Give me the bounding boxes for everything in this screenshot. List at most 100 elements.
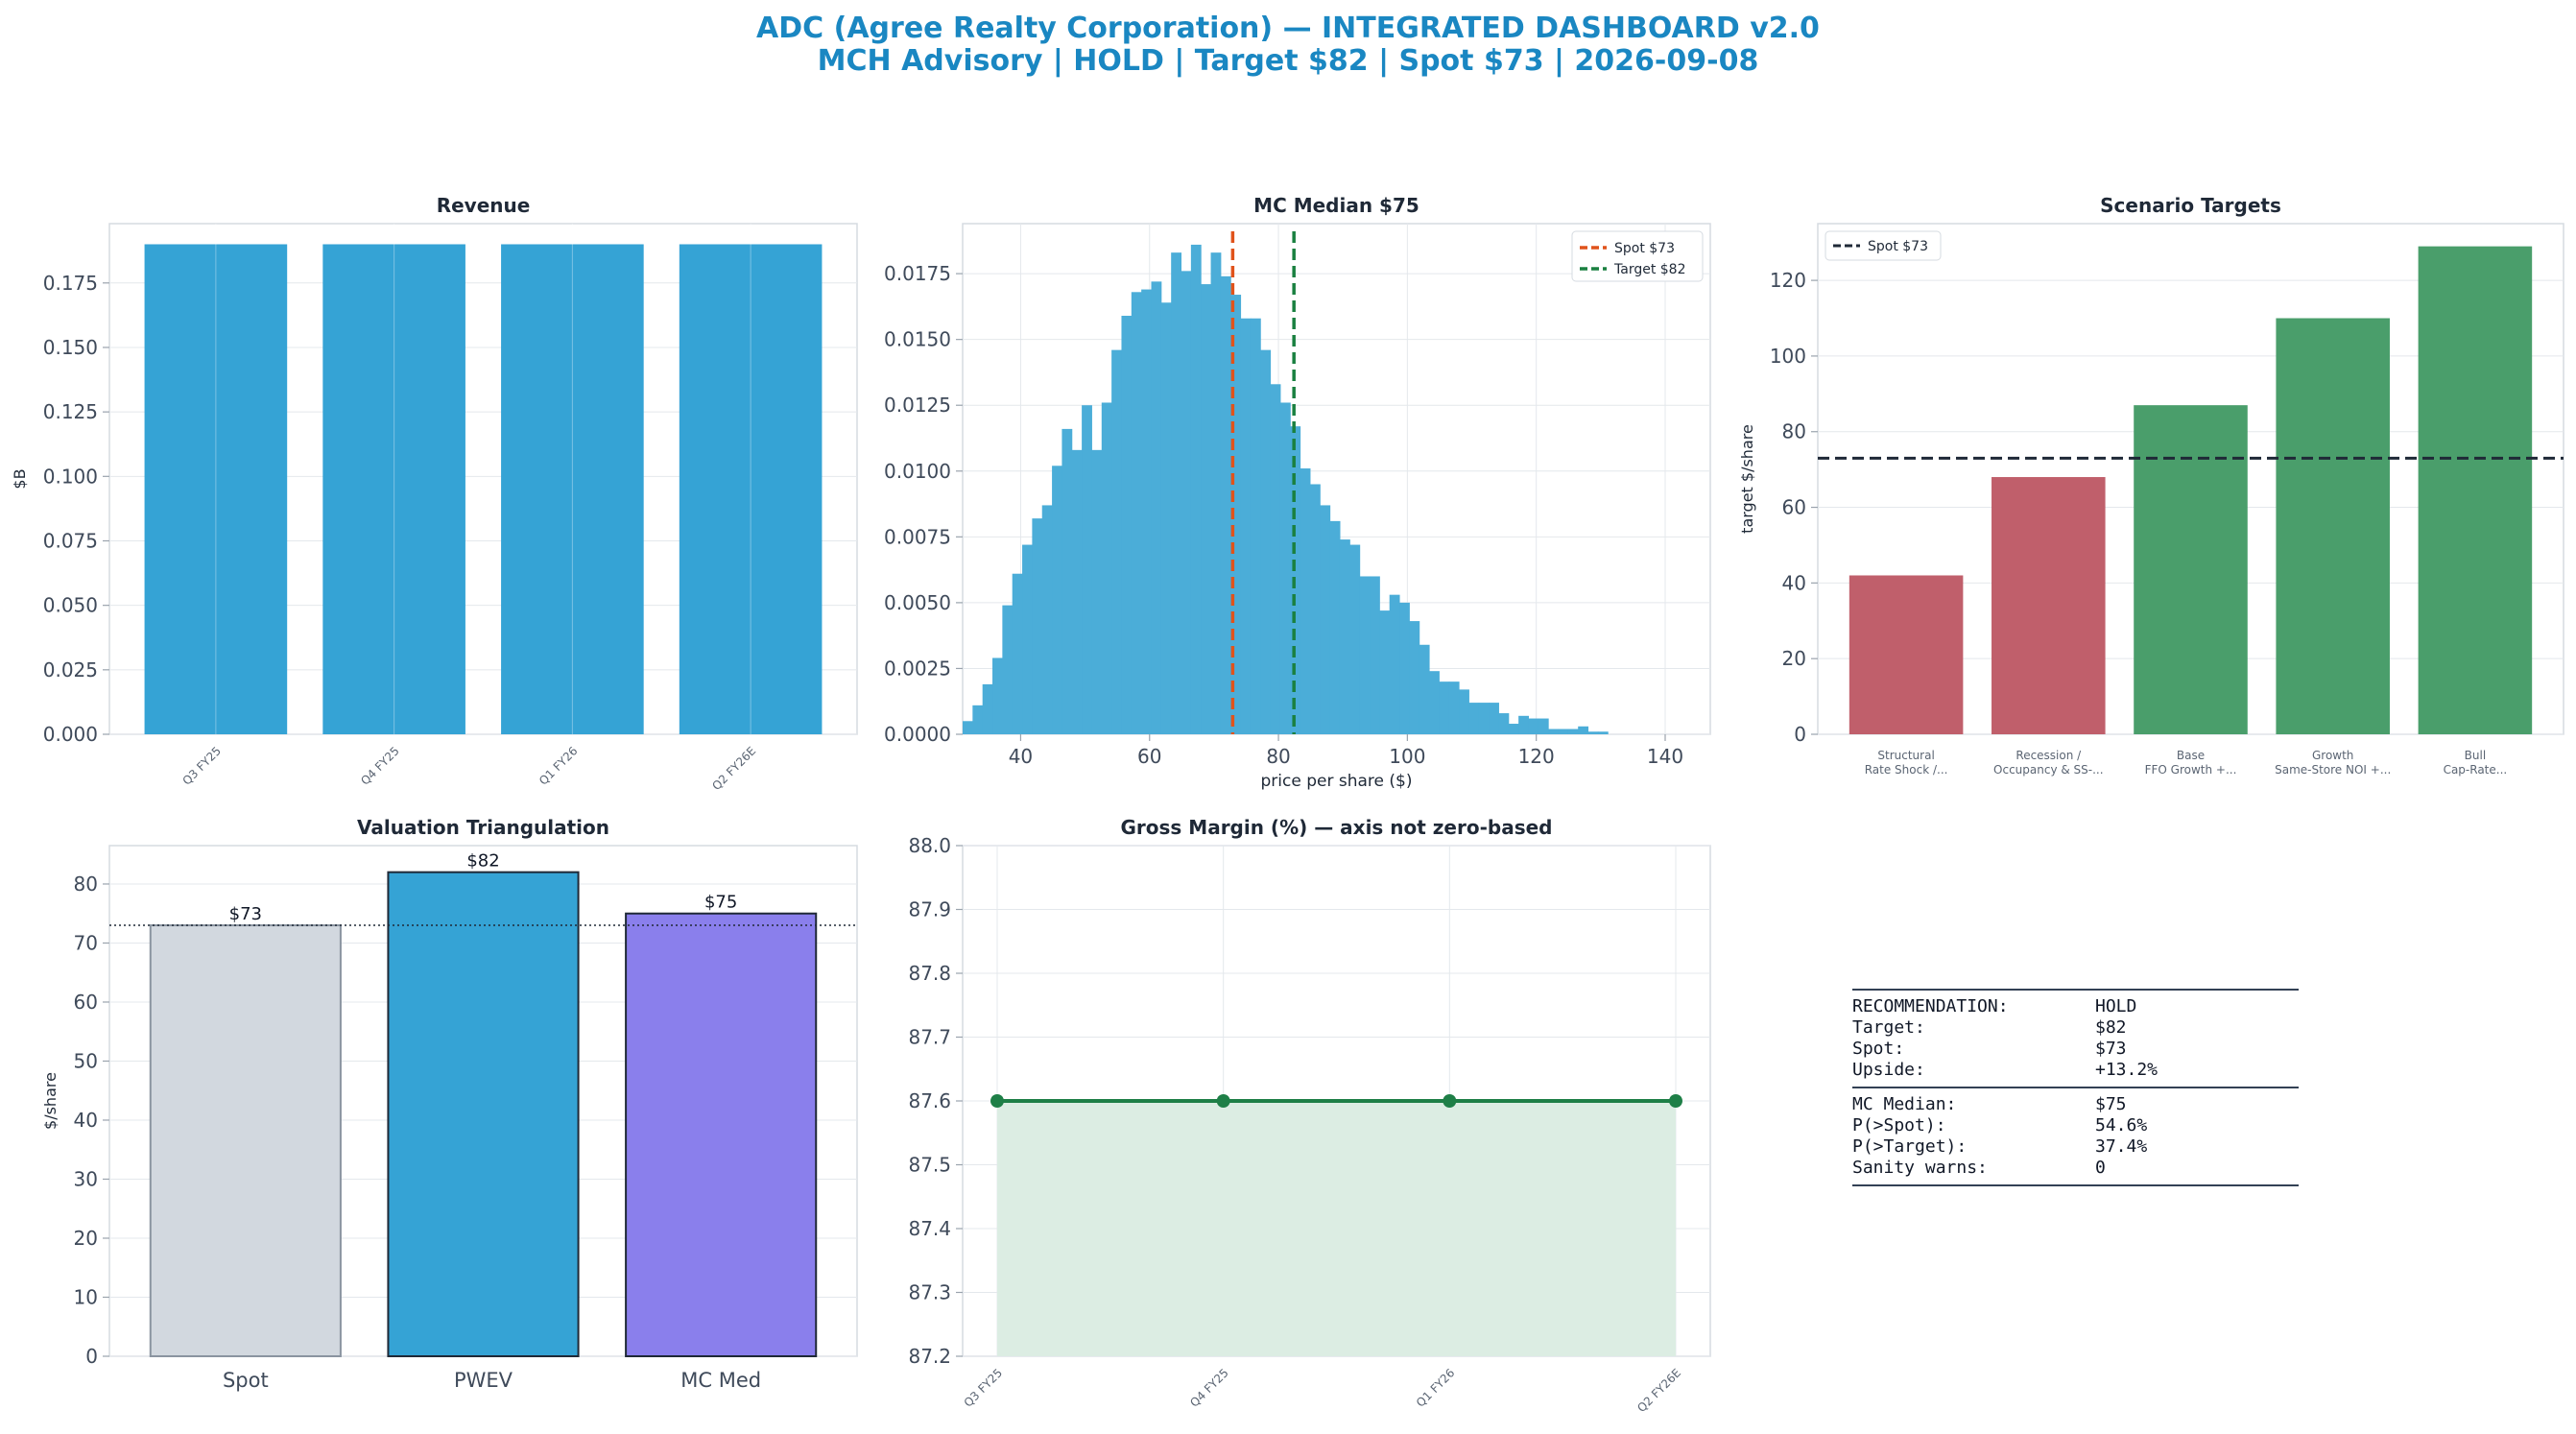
x-tick-label: Q2 FY26E bbox=[1634, 1366, 1683, 1415]
histogram-bin bbox=[1270, 384, 1281, 734]
y-tick-label: 0.050 bbox=[43, 594, 98, 617]
y-tick-label: 87.8 bbox=[908, 962, 951, 985]
y-tick-label: 87.6 bbox=[908, 1089, 951, 1112]
summary-row: Upside: +13.2% bbox=[1852, 1060, 2299, 1081]
dashboard-title: ADC (Agree Realty Corporation) — INTEGRA… bbox=[756, 12, 1820, 45]
scenario-bar bbox=[2418, 246, 2533, 734]
histogram-bin bbox=[1349, 544, 1361, 734]
margin-point bbox=[1216, 1094, 1230, 1108]
histogram-bin bbox=[1419, 644, 1430, 734]
histogram-bin bbox=[1379, 610, 1391, 734]
bar-data-label: $82 bbox=[466, 851, 499, 872]
margin-point bbox=[990, 1094, 1004, 1108]
x-tick-label: Q4 FY25 bbox=[1187, 1366, 1231, 1410]
scenario-bar bbox=[2134, 405, 2248, 734]
summary-rule-top bbox=[1852, 989, 2299, 991]
x-tick-label: Rate Shock /... bbox=[1865, 763, 1948, 777]
y-tick-label: 87.7 bbox=[908, 1026, 951, 1049]
summary-key: Target: bbox=[1852, 1017, 1925, 1038]
x-tick-label: 40 bbox=[1009, 745, 1033, 768]
bar-data-label: $73 bbox=[229, 904, 262, 924]
summary-value: HOLD bbox=[2095, 996, 2137, 1016]
x-tick-label: Growth bbox=[2312, 749, 2353, 762]
histogram-bin bbox=[1370, 576, 1380, 734]
histogram-bin bbox=[992, 657, 1003, 734]
summary-key: Upside: bbox=[1852, 1060, 1925, 1080]
x-tick-label: Base bbox=[2177, 749, 2205, 762]
y-tick-label: 0.175 bbox=[43, 272, 98, 295]
x-tick-label: Q2 FY26E bbox=[709, 744, 758, 793]
histogram-bin bbox=[1032, 518, 1043, 734]
valuation-bar bbox=[387, 871, 580, 1358]
histogram-bin bbox=[1061, 428, 1073, 734]
x-tick-label: Q1 FY26 bbox=[1414, 1366, 1458, 1410]
histogram-bin bbox=[1002, 605, 1014, 734]
x-tick-label: 80 bbox=[1266, 745, 1290, 768]
recommendation-summary: RECOMMENDATION: HOLD Target: $82 Spot: $73 … bbox=[1852, 989, 2299, 1186]
y-axis-label: $B bbox=[11, 468, 29, 489]
x-tick-label: Structural bbox=[1877, 749, 1934, 762]
histogram-bin bbox=[1309, 484, 1321, 734]
x-tick-label: 60 bbox=[1137, 745, 1161, 768]
histogram-bin bbox=[1409, 621, 1420, 734]
histogram-bin bbox=[1171, 252, 1182, 734]
dashboard-subtitle: MCH Advisory | HOLD | Target $82 | Spot … bbox=[817, 44, 1759, 78]
x-tick-label: Cap-Rate... bbox=[2444, 763, 2508, 777]
y-tick-label: 0.100 bbox=[43, 465, 98, 488]
histogram-bin bbox=[963, 721, 973, 734]
chart-title: Revenue bbox=[437, 194, 531, 217]
histogram-bin bbox=[1111, 349, 1122, 734]
summary-row: Spot: $73 bbox=[1852, 1039, 2299, 1060]
y-tick-label: 0 bbox=[1794, 723, 1806, 746]
histogram-bin bbox=[1528, 718, 1539, 734]
y-tick-label: 87.4 bbox=[908, 1217, 951, 1240]
revenue-bar bbox=[679, 244, 823, 735]
histogram-bin bbox=[1220, 275, 1231, 734]
histogram-bin bbox=[1181, 271, 1192, 734]
revenue-chart: Revenue 0.000 0.025 0.050 0.075 0.100 0.125 0.1… bbox=[11, 194, 858, 793]
y-tick-label: 60 bbox=[1782, 496, 1806, 519]
y-tick-label: 0.000 bbox=[43, 723, 98, 746]
histogram-bin bbox=[1489, 703, 1499, 734]
histogram-bin bbox=[1052, 466, 1062, 734]
y-tick-label: 40 bbox=[1782, 571, 1806, 594]
legend-label: Target $82 bbox=[1613, 262, 1685, 277]
histogram-bin bbox=[1578, 726, 1589, 734]
y-tick-label: 87.2 bbox=[908, 1345, 951, 1368]
y-tick-label: 0.125 bbox=[43, 400, 98, 423]
margin-point bbox=[1443, 1094, 1457, 1108]
x-tick-label: Spot bbox=[223, 1369, 269, 1392]
y-tick-label: 70 bbox=[74, 931, 98, 954]
y-tick-label: 0.0075 bbox=[884, 525, 951, 548]
legend-box bbox=[1825, 230, 1942, 261]
y-tick-label: 0.075 bbox=[43, 529, 98, 552]
margin-point bbox=[1669, 1094, 1682, 1108]
histogram-bin bbox=[1201, 284, 1212, 734]
bar-data-label: $75 bbox=[704, 893, 737, 913]
y-tick-label: 50 bbox=[74, 1049, 98, 1072]
scenario-bar bbox=[2276, 318, 2390, 734]
summary-key: RECOMMENDATION: bbox=[1852, 996, 2009, 1016]
histogram-bin bbox=[1160, 302, 1172, 734]
summary-row: Target: $82 bbox=[1852, 1017, 2299, 1039]
valuation-bar bbox=[149, 924, 342, 1358]
y-axis-label: target $/share bbox=[1738, 424, 1756, 534]
histogram-bin bbox=[1429, 671, 1440, 734]
y-tick-label: 10 bbox=[74, 1285, 98, 1308]
histogram-bin bbox=[1587, 731, 1599, 734]
summary-value: +13.2% bbox=[2095, 1060, 2159, 1080]
summary-value: $82 bbox=[2095, 1017, 2127, 1038]
histogram-bin bbox=[1260, 349, 1272, 734]
histogram-bin bbox=[1359, 576, 1371, 734]
histogram-bin bbox=[1478, 703, 1490, 734]
chart-title: Scenario Targets bbox=[2100, 194, 2281, 217]
summary-value: 0 bbox=[2095, 1158, 2106, 1178]
histogram-bin bbox=[1151, 281, 1162, 734]
histogram-bin bbox=[1230, 295, 1242, 734]
summary-key: P(>Target): bbox=[1852, 1136, 1968, 1157]
histogram-bin bbox=[1022, 544, 1033, 734]
histogram-bin bbox=[1498, 713, 1510, 734]
margin-area bbox=[997, 1101, 1676, 1356]
x-tick-label: Occupancy & SS-... bbox=[1993, 763, 2104, 777]
chart-title: Gross Margin (%) — axis not zero-based bbox=[1121, 816, 1553, 839]
